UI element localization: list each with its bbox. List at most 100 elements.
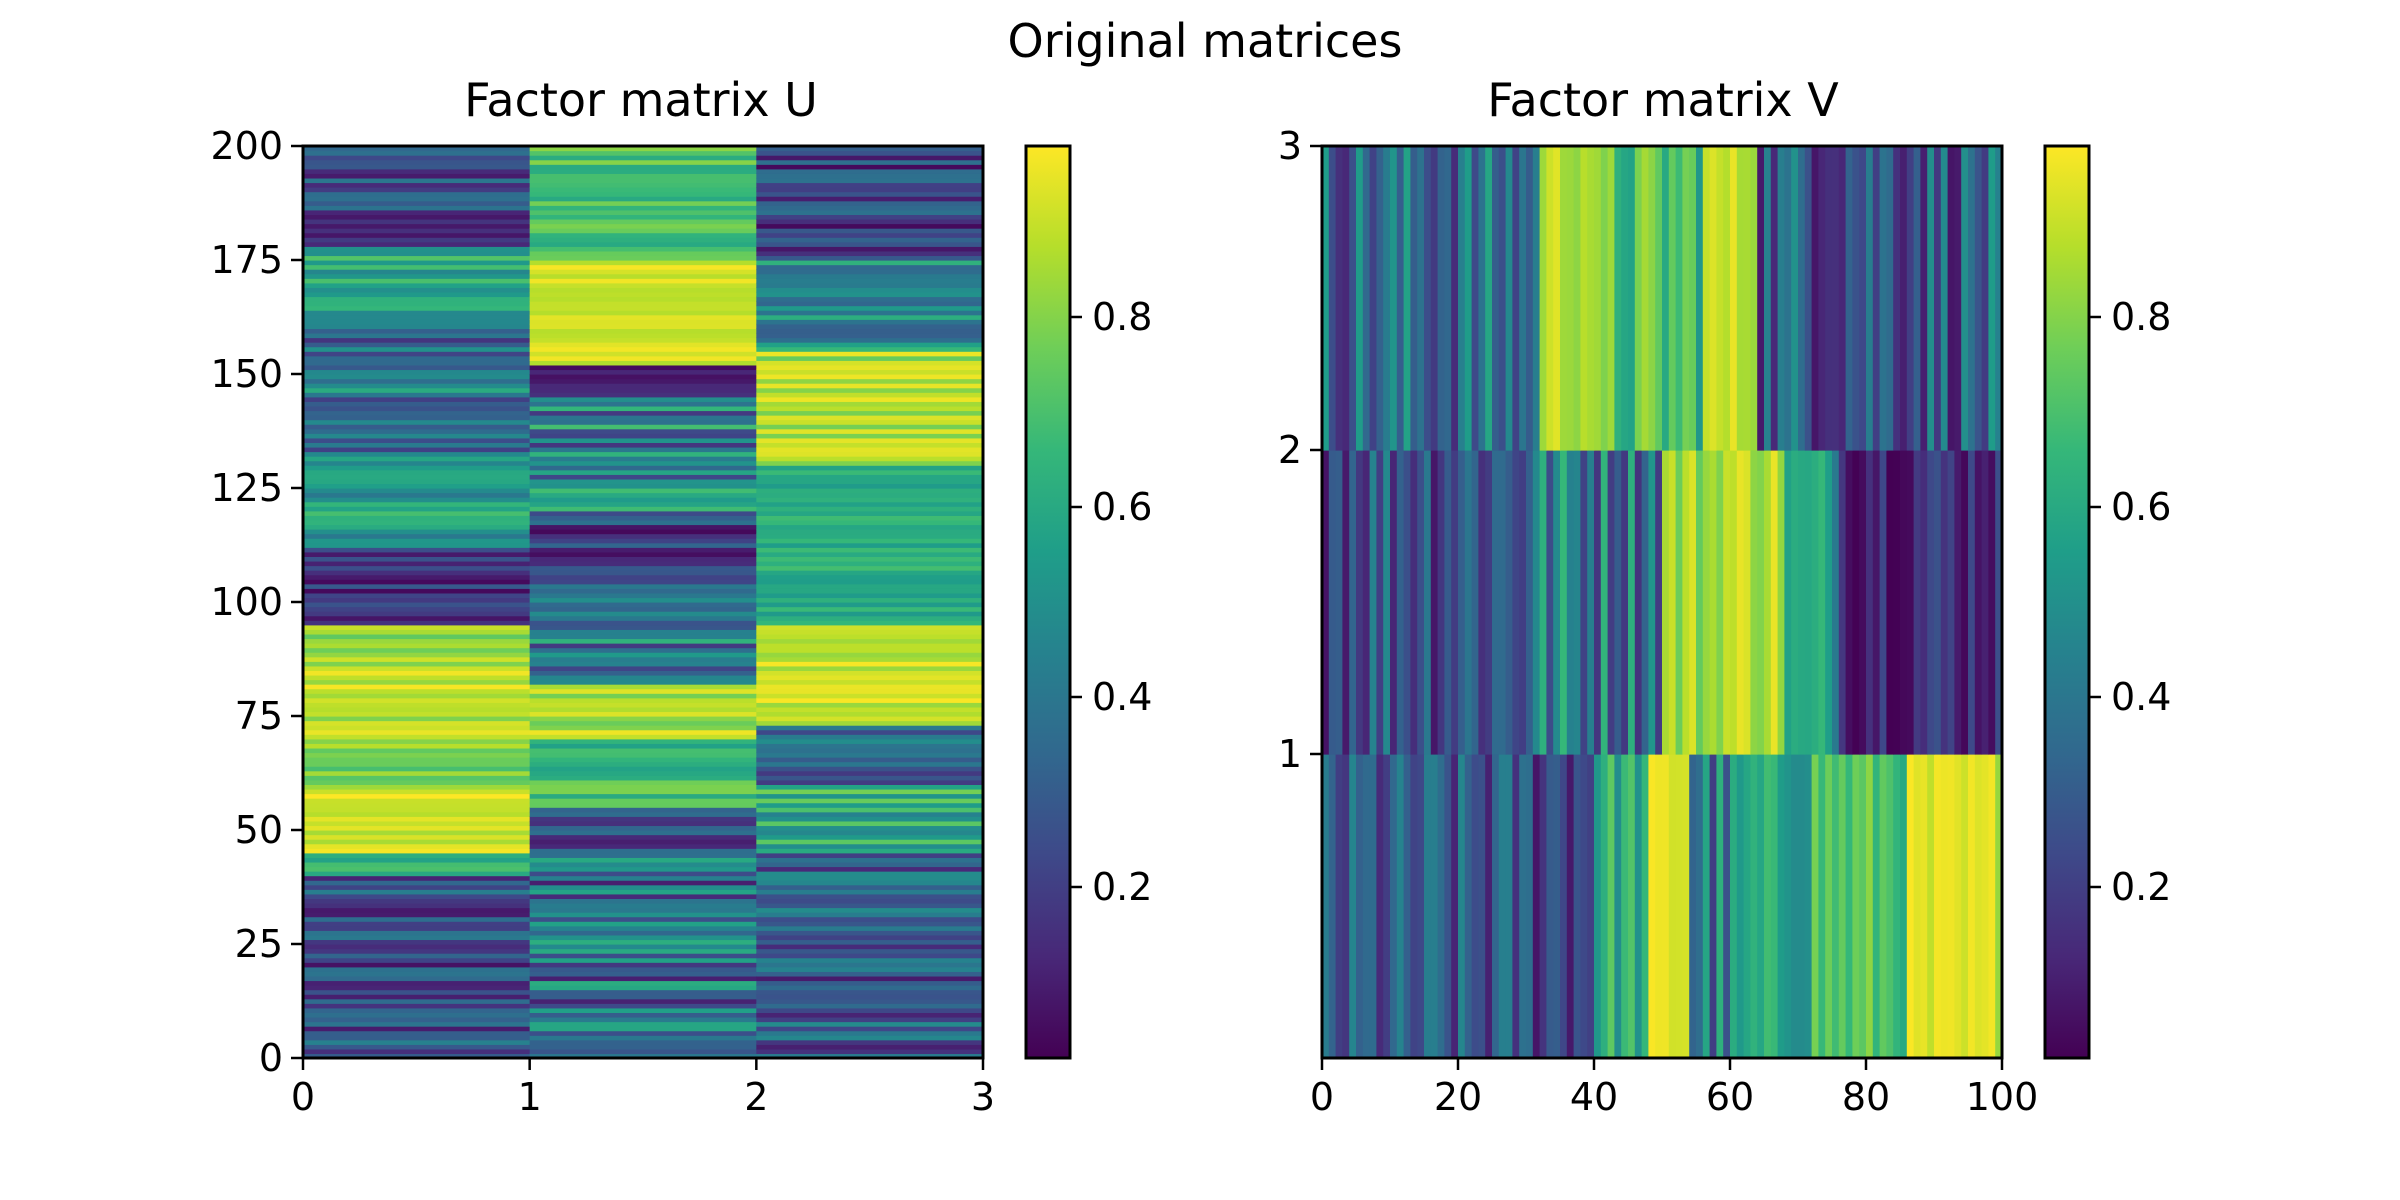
heatmap-v-cell bbox=[1580, 146, 1588, 451]
heatmap-v-cell bbox=[1614, 754, 1622, 1059]
heatmap-u-cell bbox=[303, 1030, 531, 1036]
heatmap-u-cell bbox=[756, 743, 984, 749]
heatmap-v-cell bbox=[1825, 450, 1833, 755]
heatmap-v-cell bbox=[1403, 146, 1411, 451]
colorbar-v-ticks: 0.2 0.4 0.6 0.8 bbox=[2089, 295, 2171, 909]
heatmap-v-cell bbox=[1335, 450, 1343, 755]
heatmap-v-cell bbox=[1879, 146, 1887, 451]
heatmap-u-cell bbox=[756, 237, 984, 243]
heatmap-u-cell bbox=[756, 570, 984, 576]
heatmap-u-cell bbox=[303, 424, 531, 430]
heatmap-u-cell bbox=[756, 898, 984, 904]
heatmap-v-cell bbox=[1505, 754, 1513, 1059]
heatmap-u-cell bbox=[303, 1044, 531, 1050]
heatmap-u-cell bbox=[303, 510, 531, 516]
heatmap-u-cell bbox=[303, 875, 531, 881]
heatmap-v-cell bbox=[1390, 146, 1398, 451]
heatmap-v-cell bbox=[1600, 754, 1609, 1059]
heatmap-u-cell bbox=[529, 820, 757, 827]
heatmap-u-cell bbox=[756, 784, 984, 790]
heatmap-v-cell bbox=[1920, 146, 1928, 451]
heatmap-u-cell bbox=[303, 383, 531, 389]
heatmap-u-cell bbox=[303, 962, 531, 968]
heatmap-u-cell bbox=[756, 716, 984, 722]
heatmap-u-cell bbox=[756, 519, 984, 526]
heatmap-v-y-tick-label: 1 bbox=[1278, 732, 1302, 776]
heatmap-u-cell bbox=[756, 971, 984, 977]
heatmap-u-cell bbox=[529, 944, 757, 950]
heatmap-u-cell bbox=[756, 606, 984, 612]
heatmap-u-cell bbox=[756, 451, 984, 457]
heatmap-v-cell bbox=[1668, 754, 1677, 1059]
heatmap-u-cell bbox=[303, 1012, 531, 1018]
heatmap-u-cell bbox=[756, 893, 984, 899]
heatmap-u-cell bbox=[303, 209, 531, 215]
heatmap-u-y-tick-label: 0 bbox=[259, 1036, 283, 1080]
heatmap-u-cell bbox=[529, 880, 757, 886]
heatmap-u-cell bbox=[756, 857, 984, 863]
heatmap-u-cell bbox=[756, 442, 984, 448]
heatmap-v-cell bbox=[1689, 450, 1697, 755]
heatmap-v-cell bbox=[1852, 450, 1860, 755]
heatmap-u-cell bbox=[303, 665, 531, 671]
heatmap-u-cell bbox=[529, 921, 757, 927]
heatmap-u-cell bbox=[529, 355, 757, 361]
heatmap-u-cell bbox=[529, 807, 757, 813]
heatmap-v-cell bbox=[1696, 754, 1704, 1059]
heatmap-v-cell bbox=[1832, 450, 1840, 755]
heatmap-u-cell bbox=[756, 884, 984, 890]
heatmap-v-cell bbox=[1458, 754, 1466, 1059]
heatmap-v-cell bbox=[1546, 754, 1554, 1059]
heatmap-u-cell bbox=[529, 597, 757, 603]
heatmap-u-cell bbox=[756, 483, 984, 489]
heatmap-u-cell bbox=[303, 688, 531, 694]
heatmap-v-cell bbox=[1886, 754, 1894, 1059]
heatmap-v-cell bbox=[1730, 754, 1738, 1059]
heatmap-u-cell bbox=[756, 757, 984, 763]
heatmap-v-cell bbox=[1662, 754, 1670, 1059]
heatmap-v-cell bbox=[1607, 450, 1615, 755]
heatmap-u-cell bbox=[303, 146, 531, 152]
heatmap-u-cell bbox=[303, 497, 531, 503]
heatmap-u-cell bbox=[756, 1044, 984, 1050]
heatmap-u-cell bbox=[303, 752, 531, 758]
heatmap-v-cell bbox=[1777, 754, 1785, 1059]
heatmap-u-cell bbox=[756, 994, 984, 1000]
heatmap-u-cell bbox=[303, 720, 531, 726]
heatmap-u-cell bbox=[303, 355, 531, 361]
heatmap-v-cell bbox=[1539, 754, 1547, 1059]
heatmap-u-cell bbox=[756, 752, 984, 758]
heatmap-u-cell bbox=[756, 355, 984, 361]
heatmap-v-cell bbox=[1770, 754, 1779, 1059]
heatmap-u-cell bbox=[303, 697, 531, 703]
heatmap-u-cell bbox=[756, 260, 984, 266]
heatmap-v-cell bbox=[1526, 450, 1534, 755]
heatmap-v-cell bbox=[1845, 450, 1853, 755]
heatmap-u-cell bbox=[303, 1021, 531, 1027]
heatmap-u-cell bbox=[303, 273, 531, 279]
heatmap-v-cell bbox=[1736, 146, 1745, 451]
heatmap-v-cell bbox=[1519, 754, 1527, 1059]
heatmap-v-cell bbox=[1947, 754, 1955, 1059]
heatmap-v-cell bbox=[1396, 754, 1405, 1059]
heatmap-u-cell bbox=[756, 538, 984, 544]
heatmap-v-cell bbox=[1995, 146, 2003, 451]
heatmap-v-cell bbox=[1770, 146, 1779, 451]
heatmap-u-cell bbox=[529, 825, 757, 831]
heatmap-u-cell bbox=[303, 168, 531, 174]
heatmap-v-cell bbox=[1968, 146, 1976, 451]
colorbar-u-tick-label: 0.8 bbox=[1092, 295, 1152, 339]
heatmap-u-cell bbox=[303, 725, 531, 731]
heatmap-u-cell bbox=[529, 360, 757, 366]
heatmap-v-cell bbox=[1893, 450, 1901, 755]
heatmap-u-cell bbox=[303, 830, 531, 836]
heatmap-u-cell bbox=[303, 761, 531, 767]
colorbar-u-tick-label: 0.2 bbox=[1092, 865, 1152, 909]
heatmap-u-cell bbox=[756, 921, 984, 927]
heatmap-u-cell bbox=[529, 237, 757, 243]
heatmap-u-cell bbox=[303, 478, 531, 485]
heatmap-u-cell bbox=[303, 565, 531, 571]
heatmap-v-cell bbox=[1587, 754, 1595, 1059]
heatmap-u-cell bbox=[303, 779, 531, 785]
heatmap-u-cell bbox=[529, 474, 757, 480]
